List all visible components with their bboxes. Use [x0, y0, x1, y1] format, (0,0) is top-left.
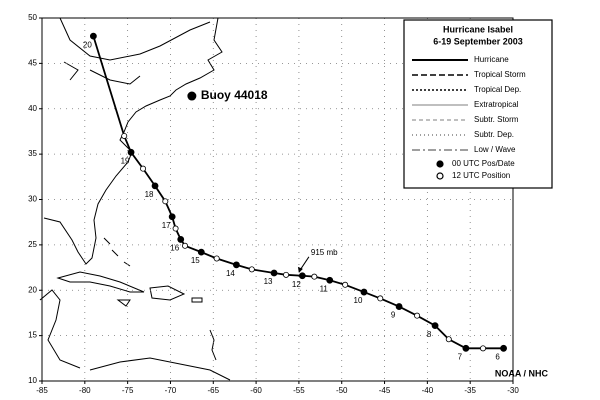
position-00utc — [500, 344, 507, 352]
x-tick-label: -55 — [293, 386, 305, 395]
legend-box — [403, 19, 553, 189]
y-tick-label: 50 — [28, 13, 37, 22]
position-00utc — [177, 236, 185, 243]
date-label: 7 — [458, 352, 463, 361]
position-00utc — [431, 322, 439, 330]
position-12utc — [140, 165, 147, 172]
position-00utc — [270, 269, 278, 277]
legend-label: 00 UTC Pos/Date — [452, 159, 515, 168]
position-00utc — [298, 272, 306, 280]
position-00utc — [168, 213, 176, 221]
position-12utc — [377, 295, 384, 302]
legend-label: Extratropical — [474, 100, 519, 109]
date-label: 6 — [495, 352, 500, 361]
x-tick-label: -75 — [122, 386, 134, 395]
position-12utc — [480, 345, 487, 352]
y-tick-label: 40 — [28, 104, 37, 113]
date-label: 17 — [162, 221, 171, 230]
date-label: 8 — [427, 330, 432, 339]
position-00utc — [232, 261, 240, 269]
x-tick-label: -35 — [464, 386, 476, 395]
legend-label: Low / Wave — [474, 145, 516, 154]
date-label: 18 — [145, 190, 154, 199]
position-12utc — [182, 242, 189, 249]
coastlines — [39, 17, 231, 381]
y-tick-label: 15 — [28, 331, 37, 340]
position-12utc — [414, 312, 421, 319]
subtitle: 6-19 September 2003 — [433, 36, 523, 46]
position-12utc — [283, 271, 290, 278]
annotation-text: 915 mb — [311, 248, 338, 257]
legend-label: Hurricane — [474, 55, 509, 64]
y-tick-label: 20 — [28, 285, 37, 294]
date-label: 13 — [264, 277, 273, 286]
position-00utc — [197, 248, 205, 256]
position-00utc — [89, 32, 97, 40]
date-label: 16 — [170, 244, 179, 253]
legend-label: Tropical Dep. — [474, 85, 521, 94]
position-00utc — [360, 288, 368, 296]
y-tick-label: 45 — [28, 58, 37, 67]
x-tick-label: -70 — [165, 386, 177, 395]
position-00utc — [462, 344, 470, 352]
legend-label: Subtr. Storm — [474, 115, 519, 124]
date-label: 20 — [83, 40, 92, 49]
position-12utc — [248, 266, 255, 273]
date-label: 19 — [121, 156, 130, 165]
buoy-label: Buoy 44018 — [201, 88, 268, 102]
position-12utc — [172, 225, 179, 232]
legend-point — [436, 172, 444, 180]
date-label: 10 — [354, 296, 363, 305]
legend-label: Subtr. Dep. — [474, 130, 514, 139]
date-label: 14 — [226, 269, 235, 278]
date-label: 9 — [391, 311, 396, 320]
credit: NOAA / NHC — [495, 368, 549, 378]
legend-label: Tropical Storm — [474, 70, 526, 79]
y-tick-label: 10 — [28, 376, 37, 385]
legend-label: 12 UTC Position — [452, 171, 510, 180]
date-label: 15 — [191, 256, 200, 265]
position-12utc — [342, 281, 349, 288]
buoy — [187, 91, 197, 101]
x-tick-label: -85 — [36, 386, 48, 395]
position-00utc — [151, 182, 159, 190]
title: Hurricane Isabel — [443, 24, 513, 34]
y-tick-label: 30 — [28, 195, 37, 204]
x-tick-label: -50 — [336, 386, 348, 395]
legend-point — [436, 160, 444, 168]
x-tick-label: -45 — [379, 386, 391, 395]
y-tick-label: 25 — [28, 240, 37, 249]
x-tick-label: -65 — [207, 386, 219, 395]
date-label: 12 — [292, 280, 301, 289]
position-00utc — [395, 303, 403, 310]
position-00utc — [127, 148, 135, 156]
position-00utc — [326, 276, 334, 284]
marks: 6 7 8 9 10 11 12 13 14 15 16 17 18 19 20 915 mb Buoy 440… — [83, 32, 507, 361]
annotation-arrowhead — [297, 266, 303, 273]
x-tick-label: -30 — [507, 386, 519, 395]
position-12utc — [445, 336, 452, 343]
x-tick-label: -60 — [250, 386, 262, 395]
x-tick-label: -40 — [422, 386, 434, 395]
position-12utc — [162, 198, 169, 205]
position-12utc — [311, 273, 318, 280]
y-tick-label: 35 — [28, 149, 37, 158]
position-12utc — [121, 132, 128, 139]
position-12utc — [213, 255, 220, 262]
date-label: 11 — [320, 284, 329, 293]
x-tick-label: -80 — [79, 386, 91, 395]
